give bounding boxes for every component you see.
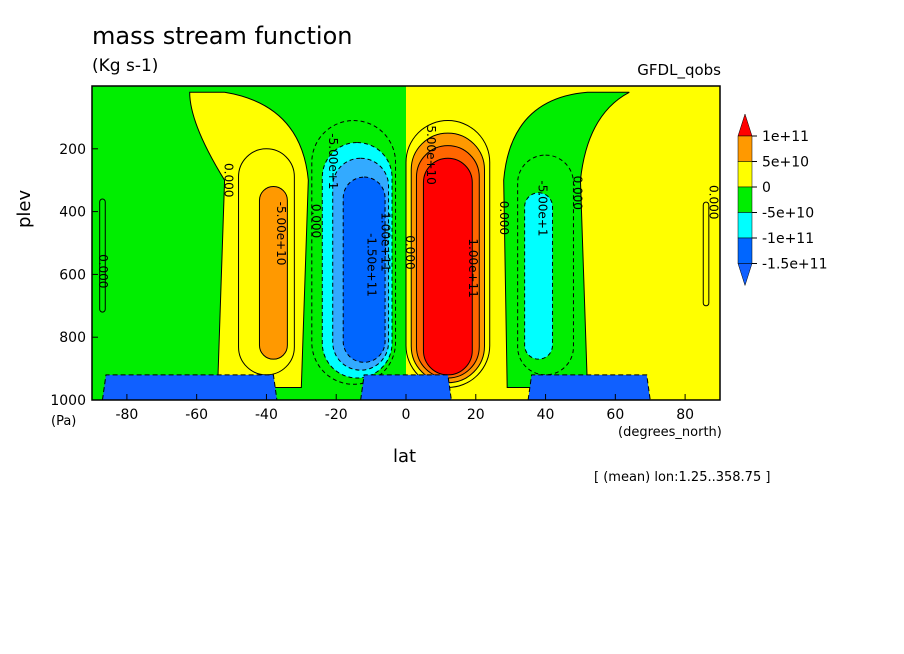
legend-swatch-2: [737, 186, 753, 213]
contour-label-1: -5.00e+1: [326, 133, 340, 189]
x-tick-label-4: 0: [402, 407, 411, 423]
subset-note: [ (mean) lon:1.25..358.75 ]: [594, 470, 771, 485]
legend-arrow-top: [737, 113, 753, 137]
x-tick-label-1: -60: [185, 407, 208, 423]
legend-label-3: -5e+10: [762, 206, 814, 222]
legend-label-1: 5e+10: [762, 155, 809, 171]
contour-label-5: 5.00e+10: [424, 125, 438, 184]
contour-label-3: -1.00e+11: [379, 208, 393, 272]
legend-label-5: -1.5e+11: [762, 257, 827, 273]
x-axis-unit: (degrees_north): [618, 425, 722, 440]
legend-swatch-0: [737, 135, 753, 162]
ferrel-south-core: [258, 185, 288, 360]
x-tick-label-7: 60: [606, 407, 624, 423]
contour-label-0: -5.00e+10: [274, 202, 288, 266]
x-axis-label: lat: [393, 446, 417, 467]
hadley-south-contour-outer: [311, 120, 397, 385]
y-tick-label-1: 400: [59, 205, 86, 221]
x-tick-label-2: -40: [255, 407, 278, 423]
legend-arrow-bottom: [737, 263, 753, 287]
x-tick-label-6: 40: [537, 407, 555, 423]
topography-block-0: [101, 374, 278, 401]
x-tick-label-3: -20: [325, 407, 348, 423]
ferrel-north-core: [524, 192, 554, 360]
topography-block-2: [527, 374, 651, 401]
y-tick-label-2: 600: [59, 267, 86, 283]
polar-north-contour: [702, 201, 710, 307]
legend-swatch-4: [737, 237, 753, 264]
legend-label-0: 1e+11: [762, 129, 809, 145]
y-tick-label-4: 1000: [50, 393, 86, 409]
contour-label-6: -5.00e+1: [536, 180, 550, 236]
contour-label-9: 0.000: [309, 204, 323, 238]
contour-label-13: 0.000: [707, 185, 721, 219]
source-label: GFDL_qobs: [637, 61, 721, 79]
x-tick-label-0: -80: [115, 407, 138, 423]
polar-south-contour: [99, 198, 106, 313]
legend-label-4: -1e+11: [762, 231, 814, 247]
contour-label-11: 0.000: [497, 201, 511, 235]
contour-label-10: 0.000: [403, 235, 417, 269]
legend-swatch-3: [737, 212, 753, 239]
contour-label-4: 1.00e+11: [466, 238, 480, 297]
y-axis-unit: (Pa): [51, 414, 77, 429]
contour-label-8: 0.000: [96, 254, 110, 288]
legend-label-2: 0: [762, 180, 771, 196]
ferrel-north-contour-inner: [517, 154, 574, 376]
hadley-south-core: [342, 176, 386, 363]
contour-label-2: -1.50e+11: [365, 233, 379, 297]
y-tick-label-3: 800: [59, 330, 86, 346]
contour-label-12: 0.000: [570, 176, 584, 210]
chart-units: (Kg s-1): [92, 56, 159, 76]
legend-swatch-1: [737, 161, 753, 188]
contour-label-7: 0.000: [222, 163, 236, 197]
hadley-north-core: [422, 157, 473, 376]
y-tick-label-0: 200: [59, 142, 86, 158]
chart-title: mass stream function: [92, 22, 353, 50]
x-tick-label-5: 20: [467, 407, 485, 423]
x-tick-label-8: 80: [676, 407, 694, 423]
